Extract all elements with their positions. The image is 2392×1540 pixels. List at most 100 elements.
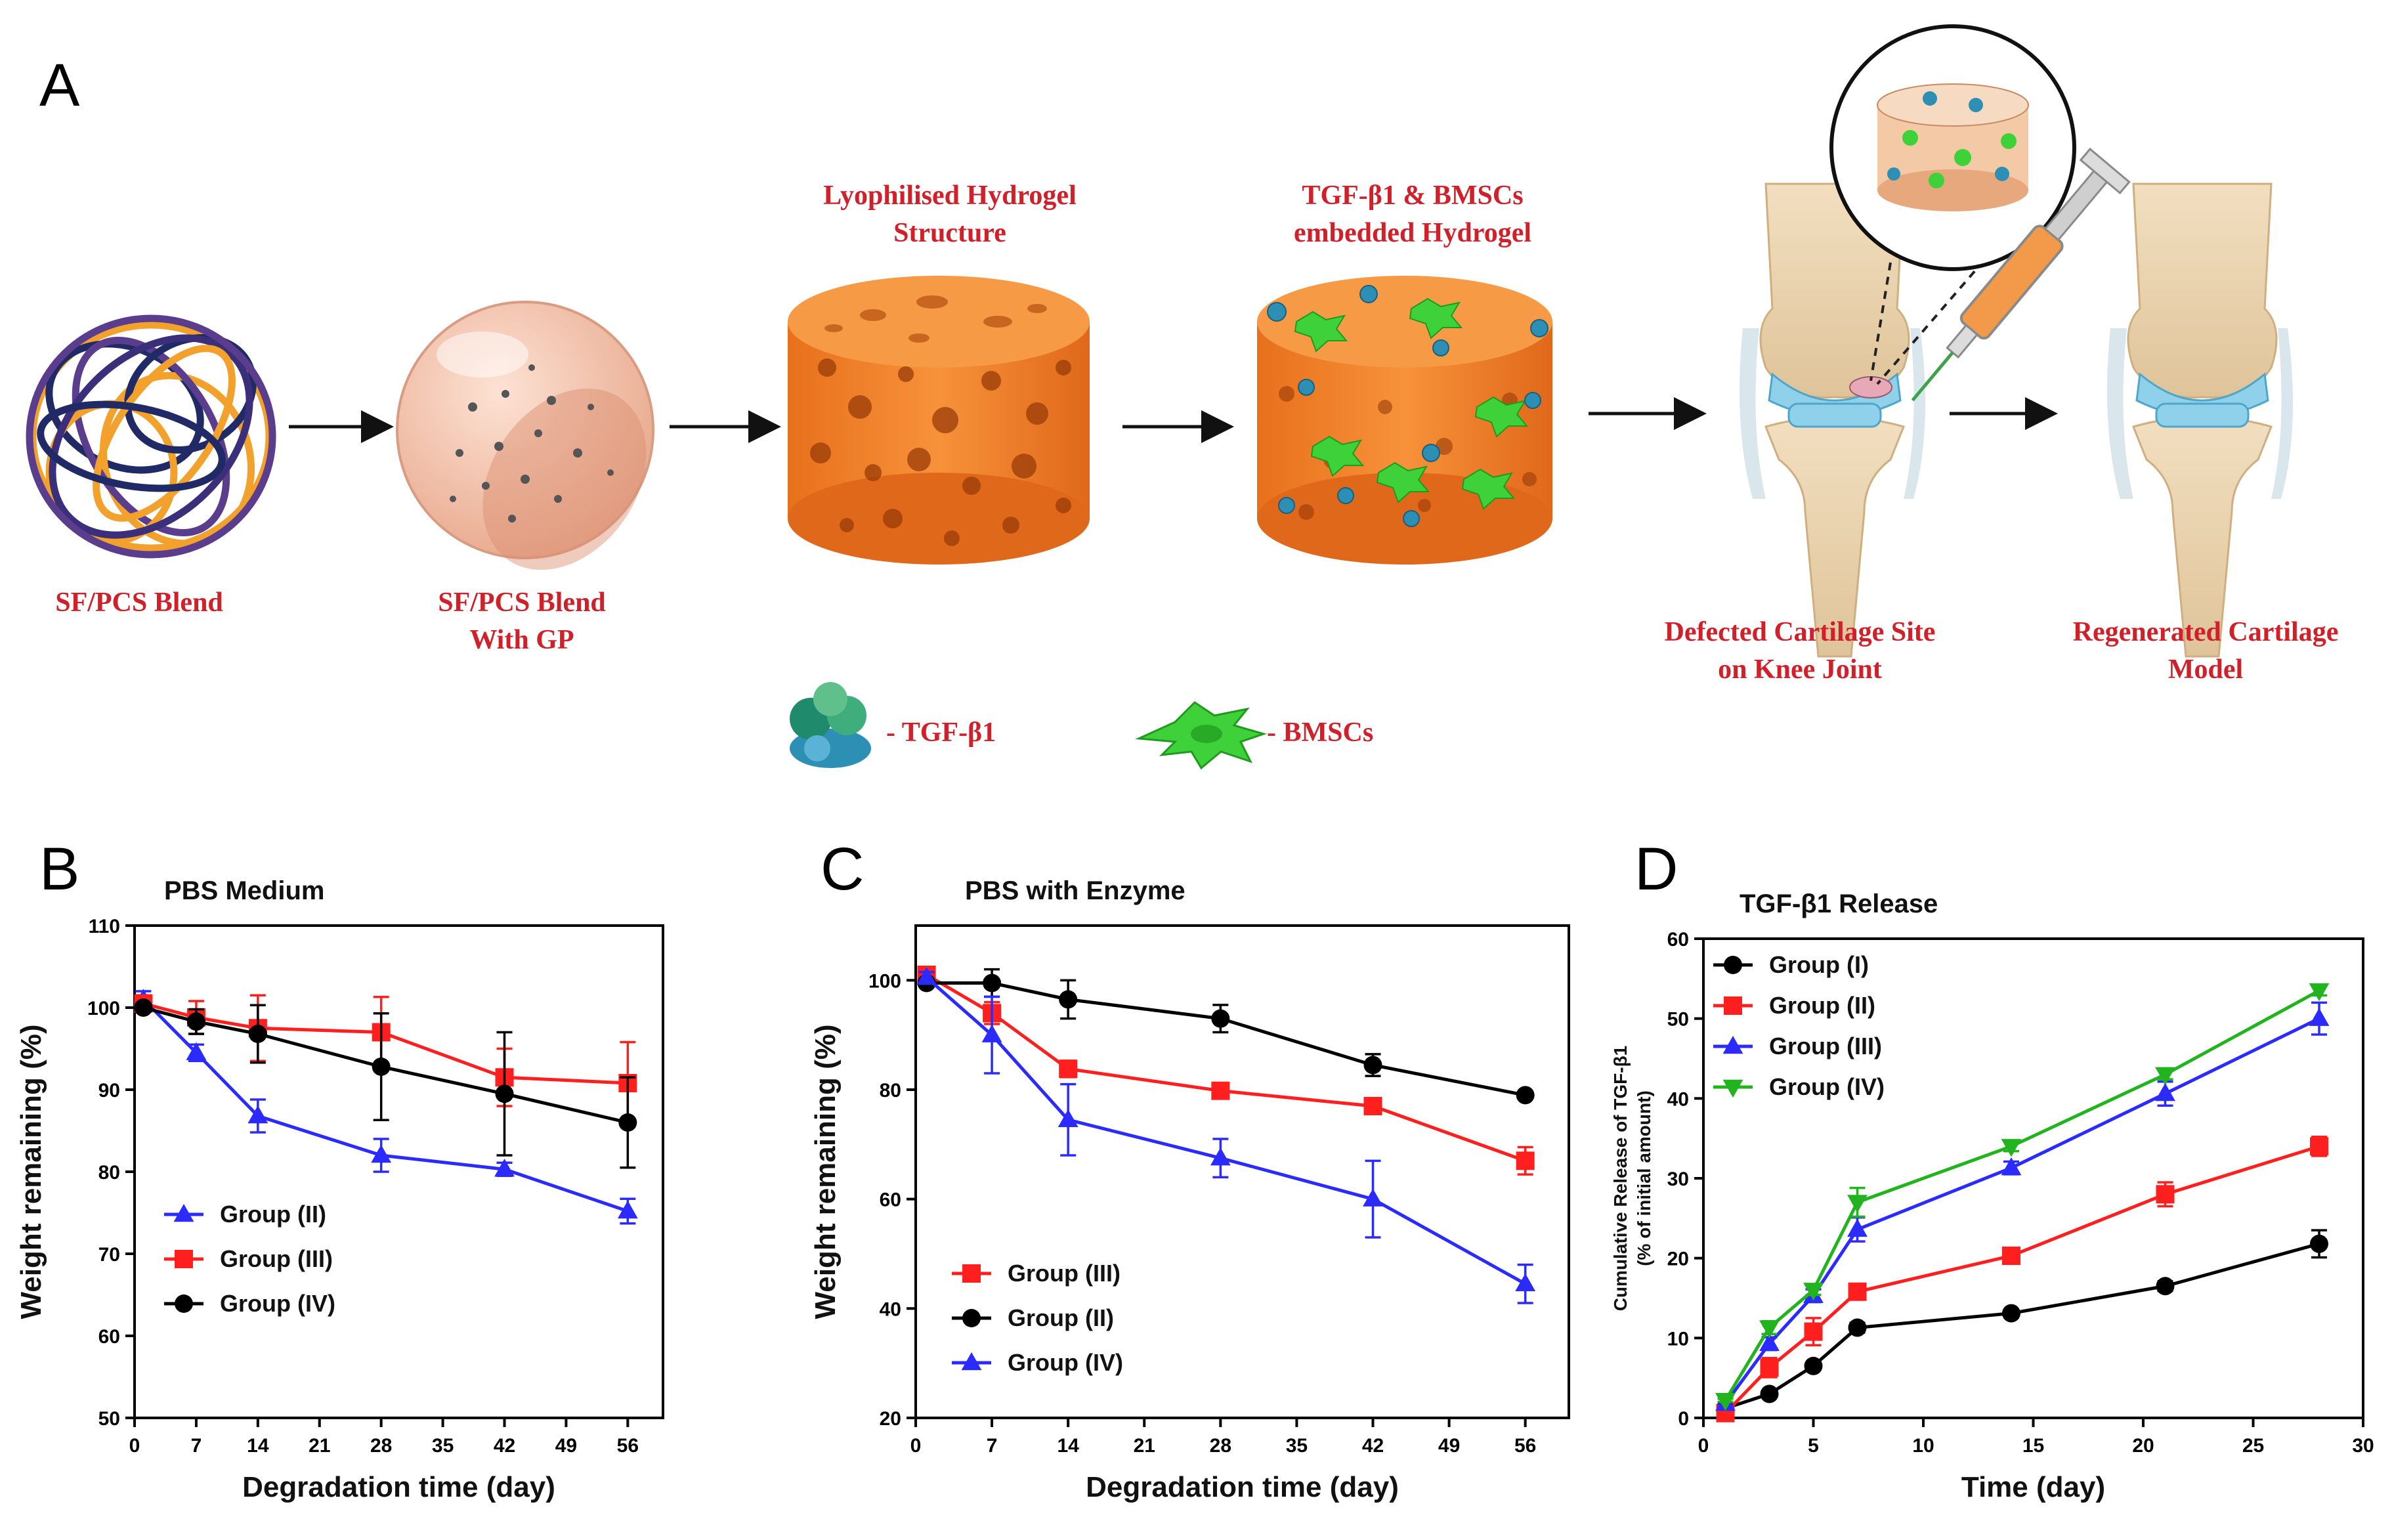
stage-label-lyophilised: Lyophilised Hydrogel Structure [823, 177, 1077, 251]
y-tick-label: 50 [98, 1408, 120, 1430]
data-point [186, 1012, 205, 1031]
series-line [926, 973, 1526, 1163]
legend-label: Group (IV) [1769, 1073, 1885, 1100]
y-tick-label: 100 [868, 970, 901, 992]
data-point [2001, 1157, 2022, 1176]
panel-letter-a: A [39, 52, 80, 119]
x-tick-label: 42 [1362, 1435, 1384, 1457]
syringe-icon [1911, 147, 2131, 402]
data-point [134, 998, 153, 1017]
legend-label: Group (II) [1008, 1304, 1114, 1331]
data-point [1804, 1356, 1823, 1375]
x-tick-label: 0 [910, 1435, 922, 1457]
legend-label: Group (III) [1769, 1033, 1882, 1059]
y-tick-label: 60 [1667, 929, 1689, 951]
y-tick-label: 60 [880, 1189, 901, 1211]
chart-b: PBS Medium 0 7 14 21 28 35 42 49 56 50 60 70 80 90 100 1… [15, 876, 664, 1503]
x-tick-label: 10 [1912, 1435, 1934, 1457]
stage-label-line: Structure [893, 217, 1006, 248]
gp-sphere-icon [396, 301, 654, 570]
x-tick-label: 42 [494, 1435, 515, 1457]
data-point [1210, 1147, 1231, 1166]
series [1716, 1229, 2328, 1418]
data-point [1715, 1393, 1736, 1411]
x-tick-label: 21 [309, 1435, 330, 1457]
y-tick-label: 20 [880, 1408, 901, 1430]
series [1715, 1001, 2330, 1411]
x-tick-label: 20 [2132, 1435, 2154, 1457]
data-point [247, 1105, 268, 1124]
y-tick-label: 100 [87, 998, 120, 1019]
stage-label-blend: SF/PCS Blend [55, 584, 223, 622]
panel-letter-c: C [821, 836, 865, 903]
x-axis-label: Time (day) [1961, 1471, 2105, 1503]
plot-frame [133, 924, 664, 1419]
y-tick-label: 50 [1667, 1009, 1689, 1031]
series-line [925, 976, 1526, 1286]
series [134, 998, 637, 1169]
legend-marker [1724, 996, 1742, 1015]
x-tick-label: 35 [432, 1435, 454, 1457]
series-line [926, 981, 1526, 1097]
data-point [1516, 1151, 1535, 1170]
data-point [981, 1024, 1002, 1042]
y-axis-label: Weight remaining (%) [15, 1025, 47, 1319]
x-tick-label: 25 [2242, 1435, 2264, 1457]
series [1716, 1135, 2328, 1422]
legend-label: Group (IV) [1008, 1349, 1123, 1376]
legend-label: Group (I) [1769, 951, 1869, 978]
y-tick-label: 40 [1667, 1088, 1689, 1110]
x-tick-label: 28 [370, 1435, 392, 1457]
data-point [1804, 1322, 1823, 1341]
data-point [1847, 1218, 1868, 1237]
data-point [2155, 1082, 2175, 1102]
x-tick-label: 0 [1698, 1435, 1709, 1457]
data-point [1516, 1086, 1535, 1105]
stage-label-line: on Knee Joint [1718, 654, 1882, 685]
legend-label: Group (II) [1769, 992, 1875, 1019]
x-tick-label: 14 [247, 1435, 269, 1457]
y-tick-label: 110 [89, 916, 120, 937]
x-tick-label: 0 [129, 1435, 140, 1457]
x-tick-label: 30 [2352, 1435, 2374, 1457]
data-point [1848, 1282, 1867, 1301]
data-point [1363, 1056, 1382, 1075]
data-point [1363, 1097, 1382, 1115]
data-point [2309, 983, 2330, 1002]
data-point [2310, 1137, 2328, 1156]
data-point [2156, 1277, 2175, 1296]
data-point [1760, 1384, 1779, 1403]
data-point [2001, 1139, 2022, 1157]
data-point [1847, 1195, 1868, 1213]
legend-bmsc-label: - BMSCs [1267, 717, 1374, 748]
stage-label-line: Model [2168, 654, 2244, 685]
data-point [617, 1200, 638, 1219]
data-point [1059, 990, 1078, 1009]
x-tick-label: 21 [1134, 1435, 1155, 1457]
series-line [142, 998, 629, 1213]
stage-label-blend-gp: SF/PCS Blend With GP [438, 584, 606, 658]
y-tick-label: 80 [98, 1162, 120, 1184]
plot-frame [914, 924, 1570, 1419]
data-point [371, 1144, 392, 1163]
legend-marker [175, 1294, 193, 1313]
legend-marker [1722, 1079, 1743, 1098]
legend-marker [962, 1309, 981, 1327]
x-tick-label: 28 [1210, 1435, 1231, 1457]
data-point [1515, 1273, 1536, 1292]
fiber-blend-icon [23, 309, 279, 565]
series [916, 967, 1536, 1304]
data-point [1211, 1081, 1230, 1100]
stage-label-regenerated: Regenerated Cartilage Model [2073, 614, 2339, 688]
chart-c: PBS with Enzyme 0 7 14 21 28 35 42 49 56 20 40 60 80 1… [809, 876, 1570, 1503]
legend-label: Group (IV) [220, 1290, 335, 1317]
y-tick-label: 40 [880, 1298, 901, 1320]
stage-label-line: SF/PCS Blend [438, 588, 606, 618]
x-tick-label: 56 [617, 1435, 639, 1457]
legend-marker [962, 1264, 981, 1283]
chart-title: TGF-β1 Release [1740, 889, 1938, 918]
chart-title: PBS Medium [164, 876, 324, 905]
data-point [1211, 1009, 1230, 1028]
panel-letter-b: B [39, 836, 80, 903]
tgf-protein-icon [790, 682, 871, 768]
